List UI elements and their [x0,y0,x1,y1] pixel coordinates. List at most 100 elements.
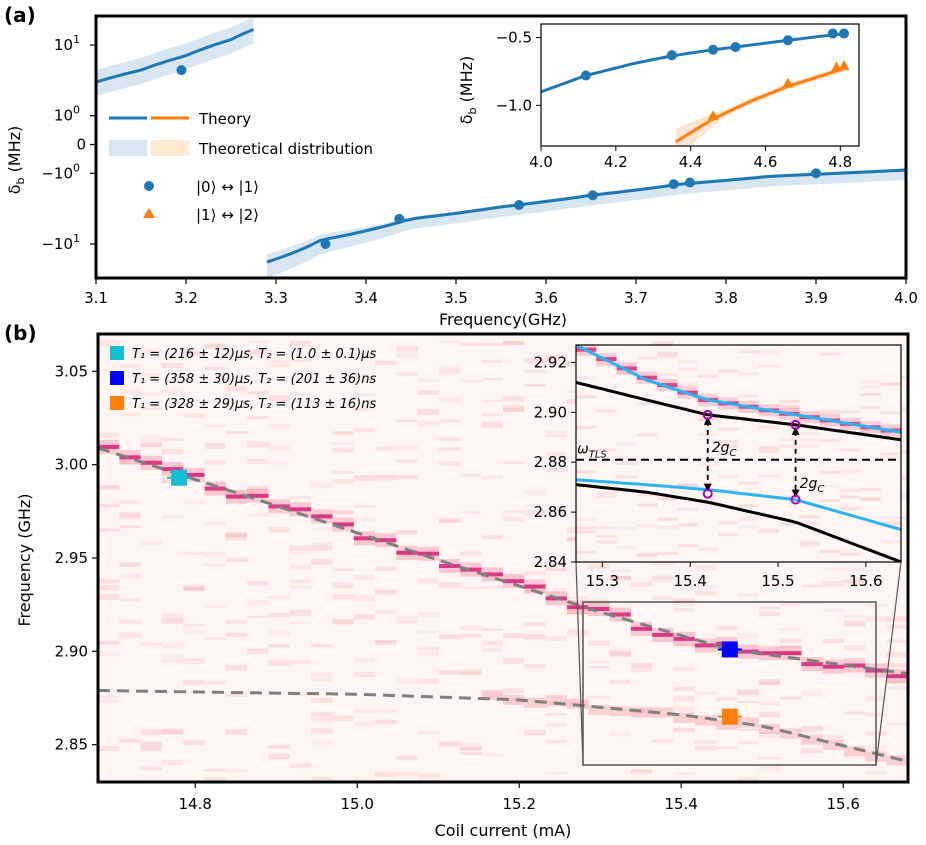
inset-heatmap-noise [576,376,597,380]
heatmap-noise-cell [439,340,461,343]
y-tick-label: 2.85 [55,736,88,754]
heatmap-noise-cell [311,739,333,745]
heatmap-noise-cell [375,474,397,478]
inset-heatmap-noise [779,438,800,441]
heatmap-resonance-peak [204,486,226,491]
inset-heatmap-noise [819,499,841,503]
heatmap-noise-cell [204,637,226,640]
heatmap-noise-cell [396,771,418,777]
heatmap-noise-cell [161,438,184,441]
heatmap-noise-cell [98,651,120,657]
heatmap-noise-cell [247,349,269,355]
heatmap-resonance-peak [375,538,397,543]
heatmap-noise-cell [503,396,525,402]
heatmap-noise-cell [801,725,823,732]
heatmap-noise-cell [268,360,290,365]
heatmap-noise-cell [503,516,525,522]
data-point-01 [320,239,331,249]
heatmap-noise-cell [481,628,503,631]
heatmap-noise-cell [225,557,248,562]
heatmap-noise-cell [247,649,269,655]
heatmap-noise-cell [417,378,440,382]
heatmap-noise-cell [694,564,717,570]
heatmap-noise-cell [183,740,205,746]
heatmap-noise-cell [844,620,866,627]
inset-heatmap-peak [636,375,658,380]
inset-b-frame [575,344,902,563]
zoom-region-box [582,601,877,766]
heatmap-noise-cell [268,461,290,465]
heatmap-noise-cell [268,612,290,618]
inset-heatmap-noise [738,518,759,521]
heatmap-noise-cell [844,645,866,651]
panel-a-label: (a) [4,3,36,27]
x-tick-label: 15.4 [664,795,697,813]
heatmap-noise-cell [758,681,781,685]
heatmap-noise-cell [844,567,866,571]
inset-heatmap-noise [758,448,780,452]
heatmap-noise-cell [844,615,866,618]
heatmap-noise-cell [311,644,333,648]
heatmap-noise-cell [183,623,205,627]
heatmap-noise-cell [161,659,184,663]
panel-a-x-axis-label: Frequency(GHz) [439,310,567,329]
heatmap-resonance-peak [737,649,759,654]
heatmap-noise-cell [652,596,674,600]
x-tick-label: 15.0 [340,795,373,813]
inset-heatmap-noise [616,442,637,446]
inset-heatmap-noise [860,498,881,501]
inset-y-tick-label: 2.92 [534,353,567,371]
heatmap-noise-cell [439,365,461,370]
inset-heatmap-noise [840,469,861,473]
inset-y-tick-label: 2.88 [534,453,567,471]
heatmap-noise-cell [417,612,440,617]
heatmap-noise-cell [716,746,738,749]
heatmap-noise-cell [119,525,141,529]
inset-heatmap-noise [677,484,698,488]
panel-b-y-axis-label: Frequency (GHz) [15,493,34,626]
inset-heatmap-noise [738,504,759,508]
heatmap-noise-cell [503,697,525,704]
inset-heatmap-noise [779,404,800,408]
x-tick-label: 3.8 [714,289,738,307]
heatmap-noise-cell [545,362,567,366]
heatmap-noise-cell [780,638,802,644]
inset-heatmap-noise [860,393,881,396]
inset-heatmap-noise [758,425,780,429]
heatmap-noise-cell [694,691,717,695]
dashed-theory-lower [98,689,908,763]
inset-heatmap-noise [596,540,617,544]
heatmap-noise-cell [289,359,312,362]
heatmap-noise-cell [545,588,567,594]
heatmap-noise-cell [439,634,461,640]
legend-transition12-label: |1⟩ ↔ |2⟩ [196,206,259,224]
inset-heatmap-noise [758,364,780,368]
y-tick-label: 2.90 [55,642,88,660]
inset-heatmap-noise [697,463,719,466]
inset-heatmap-noise [799,515,820,519]
inset-heatmap-noise [860,405,881,409]
inset-heatmap-noise [636,552,658,556]
heatmap-noise-cell [673,608,695,612]
heatmap-noise-cell [204,460,226,465]
heatmap-noise-cell [247,615,269,618]
heatmap-noise-cell [673,686,695,691]
heatmap-noise-cell [886,686,908,690]
heatmap-noise-cell [204,342,226,347]
heatmap-noise-cell [524,622,546,627]
heatmap-noise-cell [758,679,781,685]
inset-heatmap-noise [880,382,901,386]
inset-heatmap-noise [636,402,658,405]
heatmap-noise-cell [353,777,376,780]
heatmap-noise-cell [439,582,461,588]
heatmap-noise-cell [439,670,461,675]
heatmap-noise-cell [140,436,162,442]
inset-heatmap-background [576,345,901,562]
inset-heatmap-noise [718,444,739,448]
heatmap-noise-cell [119,364,141,368]
heatmap-noise-cell [225,431,248,435]
heatmap-noise-cell [716,696,738,701]
heatmap-noise-cell [311,528,333,531]
heatmap-noise-cell [289,564,312,570]
heatmap-noise-cell [375,589,397,593]
